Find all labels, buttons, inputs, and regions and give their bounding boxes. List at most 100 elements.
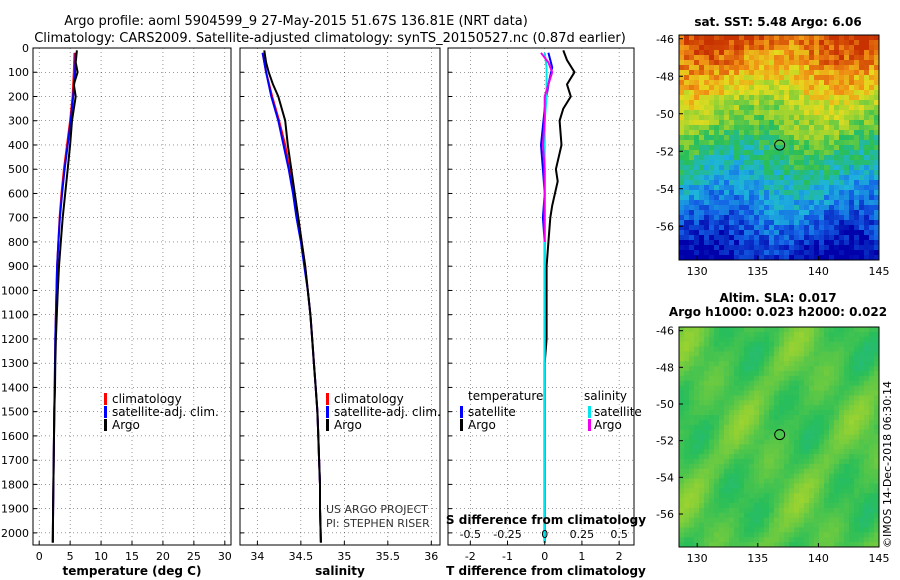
map-cell bbox=[839, 542, 845, 547]
map-cell bbox=[724, 405, 730, 411]
map-cell bbox=[749, 65, 755, 71]
map-cell bbox=[739, 537, 745, 543]
map-cell bbox=[759, 165, 765, 171]
map-cell bbox=[799, 498, 805, 504]
map-cell bbox=[799, 351, 805, 357]
map-cell bbox=[864, 390, 870, 397]
map-cell bbox=[824, 145, 830, 151]
map-cell bbox=[689, 90, 695, 96]
map-cell bbox=[834, 341, 840, 348]
map-cell bbox=[754, 230, 760, 236]
map-cell bbox=[824, 517, 830, 524]
map-cell bbox=[799, 155, 805, 161]
map-cell bbox=[869, 503, 875, 509]
map-cell bbox=[799, 361, 805, 367]
map-cell bbox=[704, 537, 710, 543]
map-cell bbox=[779, 410, 785, 416]
map-cell bbox=[809, 145, 815, 151]
map-cell bbox=[829, 385, 835, 392]
map-cell bbox=[854, 175, 860, 181]
map-cell bbox=[744, 70, 750, 76]
map-cell bbox=[779, 245, 785, 251]
map-cell bbox=[774, 110, 780, 116]
map-cell bbox=[819, 424, 825, 431]
map-cell bbox=[744, 517, 750, 524]
map-cell bbox=[849, 145, 855, 151]
map-cell bbox=[839, 145, 845, 151]
map-cell bbox=[744, 522, 750, 529]
map-cell bbox=[829, 478, 835, 485]
map-cell bbox=[779, 155, 785, 161]
map-cell bbox=[734, 250, 740, 256]
map-cell bbox=[859, 145, 865, 151]
x-tick-label: 10 bbox=[94, 550, 108, 563]
map-cell bbox=[814, 473, 820, 480]
map-cell bbox=[799, 341, 805, 348]
map-cell bbox=[844, 415, 850, 421]
map-cell bbox=[829, 463, 835, 470]
map-cell bbox=[819, 346, 825, 353]
map-cell bbox=[704, 410, 710, 416]
map-cell bbox=[769, 100, 775, 106]
map-cell bbox=[819, 356, 825, 362]
map-cell bbox=[839, 424, 845, 431]
map-cell bbox=[834, 120, 840, 126]
map-cell bbox=[804, 488, 810, 494]
map-cell bbox=[749, 165, 755, 171]
map-cell bbox=[689, 503, 695, 509]
map-cell bbox=[824, 336, 830, 343]
map-cell bbox=[744, 80, 750, 86]
map-cell bbox=[864, 419, 870, 426]
map-cell bbox=[789, 195, 795, 201]
map-cell bbox=[784, 532, 790, 538]
map-cell bbox=[704, 473, 710, 480]
map-cell bbox=[749, 356, 755, 362]
map-cell bbox=[759, 245, 765, 251]
map-cell bbox=[689, 395, 695, 401]
map-cell bbox=[739, 468, 745, 475]
map-cell bbox=[829, 415, 835, 421]
map-cell bbox=[694, 449, 700, 455]
map-cell bbox=[759, 200, 765, 206]
map-cell bbox=[774, 210, 780, 216]
map-cell bbox=[844, 60, 850, 66]
map-cell bbox=[759, 150, 765, 156]
map-cell bbox=[694, 380, 700, 387]
map-cell bbox=[749, 110, 755, 116]
map-cell bbox=[684, 336, 690, 343]
map-cell bbox=[739, 493, 745, 499]
map-cell bbox=[794, 503, 800, 509]
map-cell bbox=[709, 205, 715, 211]
map-cell bbox=[854, 130, 860, 136]
map-cell bbox=[844, 488, 850, 494]
map-cell bbox=[824, 459, 830, 465]
sst-map-panel: sat. SST: 5.48 Argo: 6.06 130 135 140 145-4… bbox=[656, 15, 889, 278]
map-cell bbox=[729, 405, 735, 411]
map-cell bbox=[684, 463, 690, 470]
map-cell bbox=[769, 60, 775, 66]
map-cell bbox=[704, 395, 710, 401]
map-cell bbox=[779, 40, 785, 46]
map-cell bbox=[844, 115, 850, 121]
map-cell bbox=[739, 195, 745, 201]
map-cell bbox=[809, 230, 815, 236]
map-cell bbox=[714, 210, 720, 216]
map-cell bbox=[689, 165, 695, 171]
map-cell bbox=[809, 512, 815, 519]
map-cell bbox=[874, 512, 879, 519]
map-cell bbox=[679, 90, 685, 96]
map-cell bbox=[864, 449, 870, 455]
series-line-argo bbox=[51, 50, 79, 543]
map-cell bbox=[694, 220, 700, 226]
map-cell bbox=[679, 195, 685, 201]
map-cell bbox=[864, 341, 870, 348]
map-cell bbox=[739, 434, 745, 441]
map-cell bbox=[784, 522, 790, 529]
map-cell bbox=[794, 125, 800, 131]
map-cell bbox=[839, 390, 845, 397]
map-cell bbox=[749, 493, 755, 499]
map-cell bbox=[849, 115, 855, 121]
map-cell bbox=[779, 493, 785, 499]
map-cell bbox=[684, 100, 690, 106]
map-cell bbox=[834, 105, 840, 111]
